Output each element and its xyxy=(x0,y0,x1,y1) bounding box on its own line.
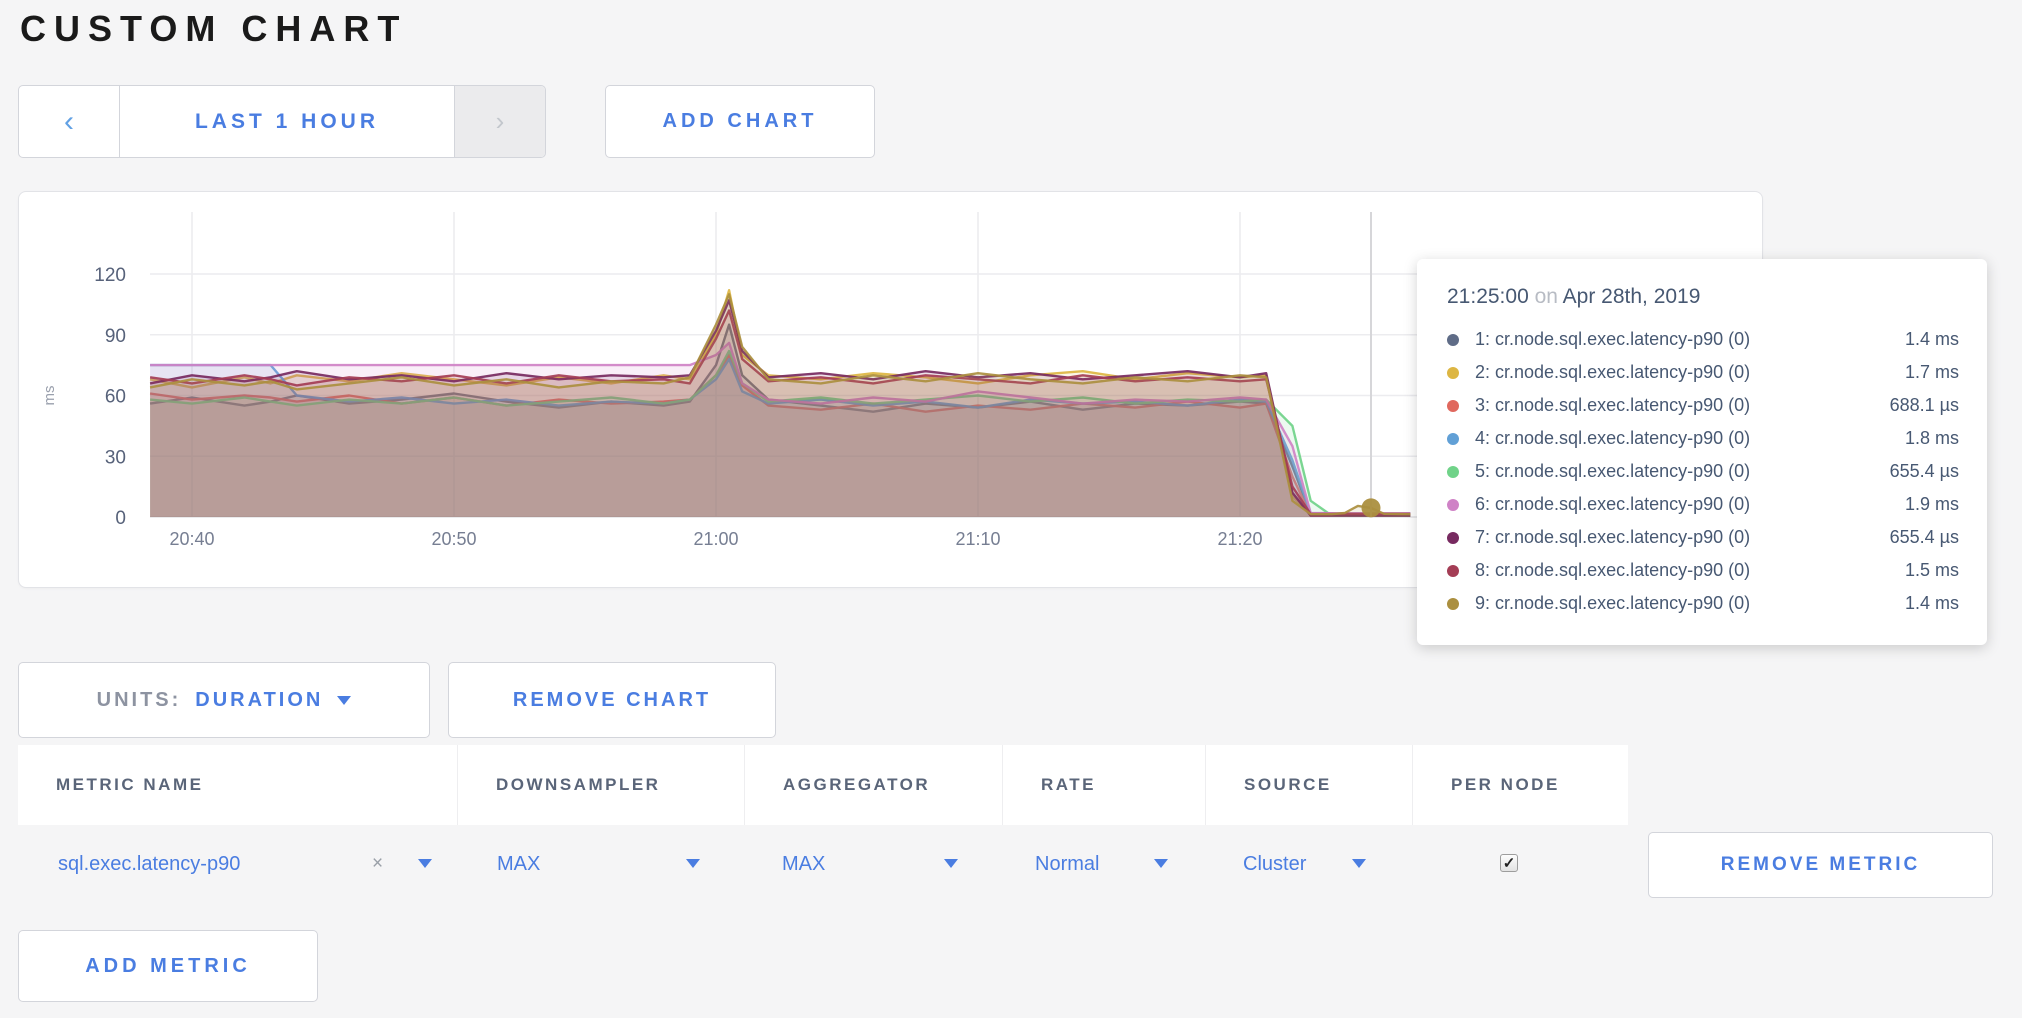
tooltip-series-row: 5: cr.node.sql.exec.latency-p90 (0) 655.… xyxy=(1447,455,1959,488)
series-dot-icon xyxy=(1447,399,1459,412)
tooltip-series-row: 7: cr.node.sql.exec.latency-p90 (0) 655.… xyxy=(1447,521,1959,554)
column-header-per-node: PER NODE xyxy=(1413,745,1628,825)
column-header-rate: RATE xyxy=(1003,745,1206,825)
page-title: CUSTOM CHART xyxy=(20,8,408,49)
tooltip-series-row: 3: cr.node.sql.exec.latency-p90 (0) 688.… xyxy=(1447,389,1959,422)
remove-metric-button[interactable]: REMOVE METRIC xyxy=(1648,832,1993,898)
time-prev-button[interactable]: ‹ xyxy=(19,86,119,157)
add-metric-button[interactable]: ADD METRIC xyxy=(18,930,318,1002)
remove-chart-button[interactable]: REMOVE CHART xyxy=(448,662,776,738)
source-select[interactable]: Cluster xyxy=(1243,853,1307,875)
time-range-selector: ‹ LAST 1 HOUR › xyxy=(18,85,546,158)
series-dot-icon xyxy=(1447,531,1459,544)
units-dropdown[interactable]: UNITS: DURATION xyxy=(18,662,430,738)
chart-hover-tooltip: 21:25:00 on Apr 28th, 2019 1: cr.node.sq… xyxy=(1417,259,1987,645)
series-dot-icon xyxy=(1447,333,1459,346)
series-dot-icon xyxy=(1447,597,1459,610)
downsampler-caret-down-icon[interactable] xyxy=(686,859,700,868)
time-range-label[interactable]: LAST 1 HOUR xyxy=(119,86,455,157)
add-chart-button[interactable]: ADD CHART xyxy=(605,85,875,158)
series-dot-icon xyxy=(1447,564,1459,577)
aggregator-caret-down-icon[interactable] xyxy=(944,859,958,868)
aggregator-select[interactable]: MAX xyxy=(782,853,826,875)
chevron-right-icon: › xyxy=(495,106,505,136)
rate-caret-down-icon[interactable] xyxy=(1154,859,1168,868)
series-dot-icon xyxy=(1447,498,1459,511)
series-dot-icon xyxy=(1447,465,1459,478)
rate-select[interactable]: Normal xyxy=(1035,853,1100,875)
clear-metric-icon[interactable]: × xyxy=(372,853,384,874)
series-dot-icon xyxy=(1447,366,1459,379)
tooltip-series-row: 6: cr.node.sql.exec.latency-p90 (0) 1.9 … xyxy=(1447,488,1959,521)
tooltip-series-row: 9: cr.node.sql.exec.latency-p90 (0) 1.4 … xyxy=(1447,587,1959,620)
per-node-checkbox[interactable]: ✓ xyxy=(1500,854,1518,872)
time-next-button[interactable]: › xyxy=(455,86,545,157)
downsampler-select[interactable]: MAX xyxy=(497,853,541,875)
tooltip-series-row: 1: cr.node.sql.exec.latency-p90 (0) 1.4 … xyxy=(1447,323,1959,356)
metric-name-value[interactable]: sql.exec.latency-p90 xyxy=(58,853,241,875)
tooltip-series-row: 2: cr.node.sql.exec.latency-p90 (0) 1.7 … xyxy=(1447,356,1959,389)
chevron-left-icon: ‹ xyxy=(64,104,74,138)
tooltip-series-row: 4: cr.node.sql.exec.latency-p90 (0) 1.8 … xyxy=(1447,422,1959,455)
metric-row: sql.exec.latency-p90 × MAX MAX Normal Cl… xyxy=(0,825,2022,915)
column-header-downsampler: DOWNSAMPLER xyxy=(458,745,745,825)
caret-down-icon xyxy=(337,695,352,705)
column-header-metric-name: METRIC NAME xyxy=(18,745,458,825)
column-header-aggregator: AGGREGATOR xyxy=(745,745,1003,825)
tooltip-series-row: 8: cr.node.sql.exec.latency-p90 (0) 1.5 … xyxy=(1447,554,1959,587)
source-caret-down-icon[interactable] xyxy=(1352,859,1366,868)
metric-name-caret-down-icon[interactable] xyxy=(418,859,432,868)
column-header-source: SOURCE xyxy=(1206,745,1413,825)
tooltip-timestamp: 21:25:00 on Apr 28th, 2019 xyxy=(1447,285,1701,308)
series-dot-icon xyxy=(1447,432,1459,445)
